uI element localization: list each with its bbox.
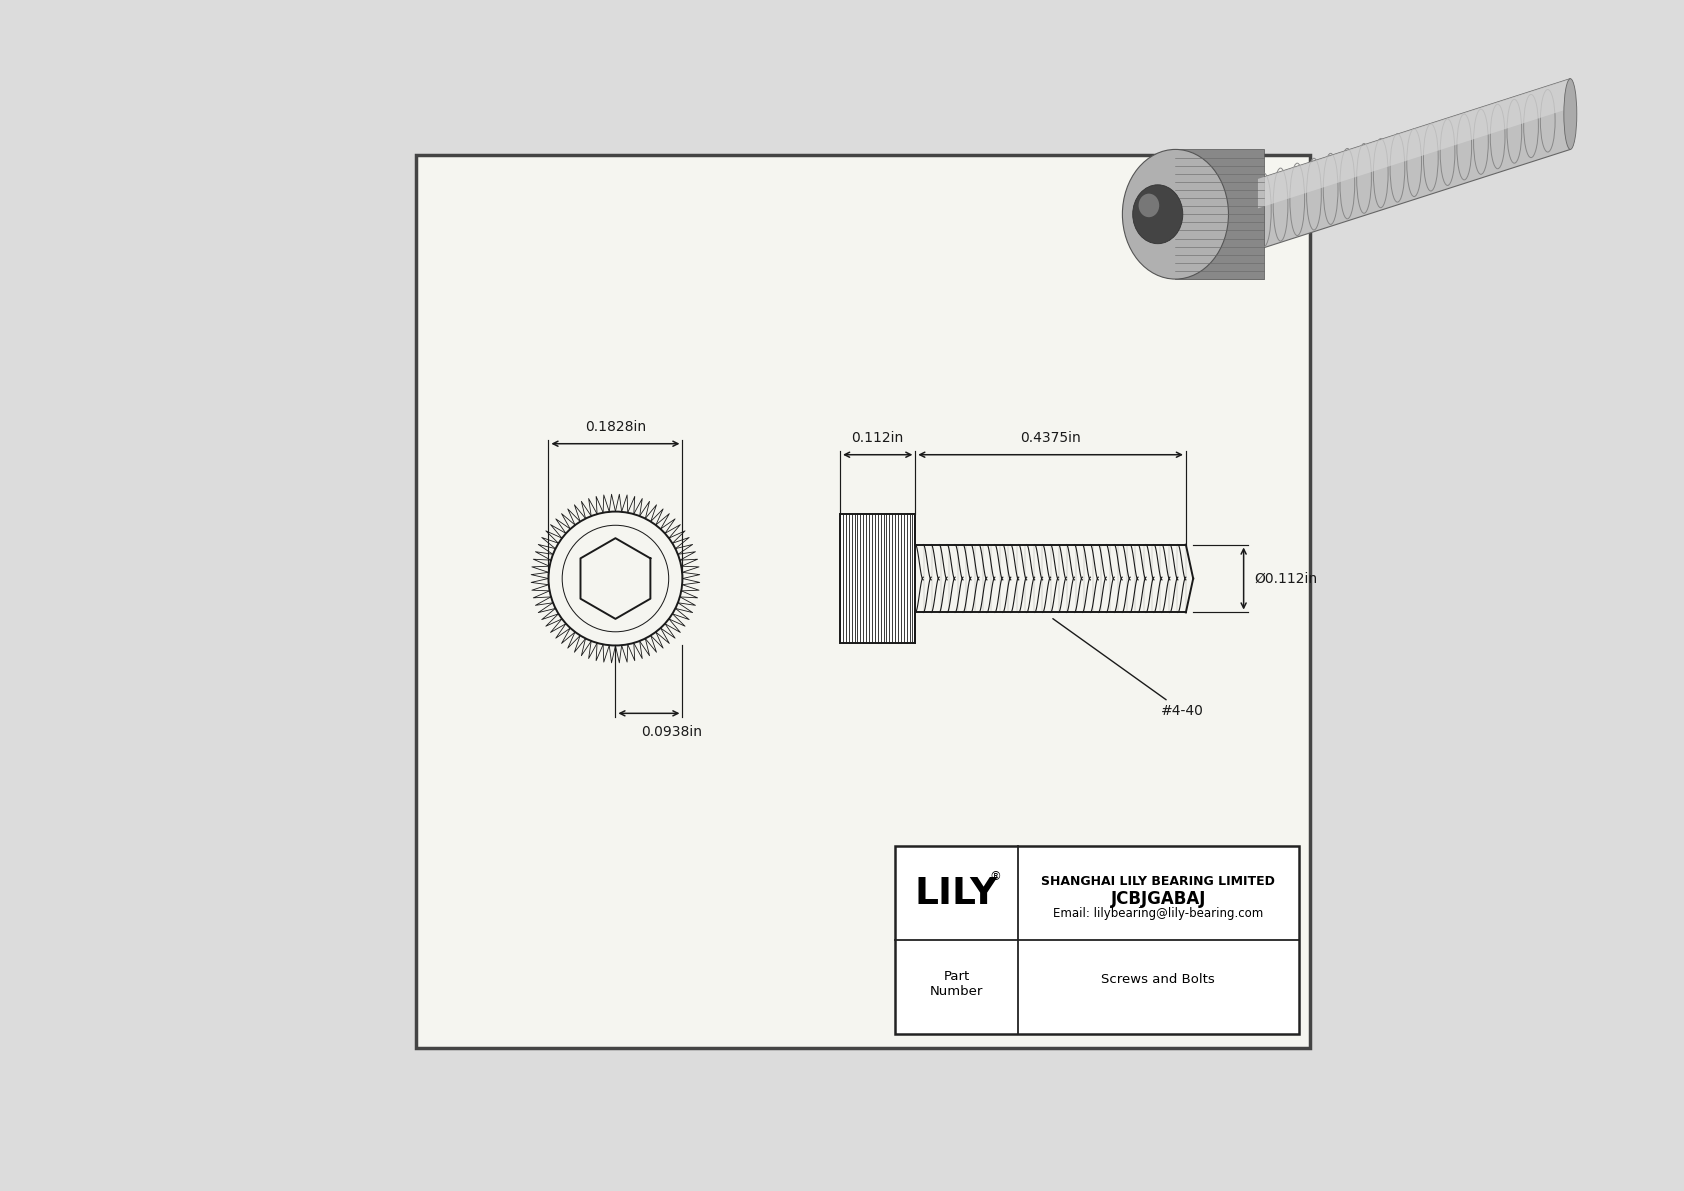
Polygon shape: [1258, 79, 1569, 250]
Text: 0.112in: 0.112in: [852, 431, 904, 444]
Text: 0.1828in: 0.1828in: [584, 419, 647, 434]
Ellipse shape: [1564, 79, 1576, 149]
Text: Part
Number: Part Number: [930, 969, 983, 998]
Text: 0.4375in: 0.4375in: [1021, 431, 1081, 444]
Text: SHANGHAI LILY BEARING LIMITED: SHANGHAI LILY BEARING LIMITED: [1041, 874, 1275, 887]
Polygon shape: [1258, 79, 1569, 208]
Text: Ø0.112in: Ø0.112in: [1255, 572, 1319, 586]
Text: Screws and Bolts: Screws and Bolts: [1101, 973, 1216, 986]
Text: 0.0938in: 0.0938in: [642, 725, 702, 740]
FancyBboxPatch shape: [1175, 149, 1263, 279]
FancyBboxPatch shape: [416, 155, 1310, 1048]
Bar: [840, 515, 916, 643]
Ellipse shape: [1133, 185, 1182, 244]
Ellipse shape: [1122, 149, 1229, 279]
Text: LILY: LILY: [914, 877, 999, 912]
Text: JCBJGABAJ: JCBJGABAJ: [1110, 890, 1206, 908]
Bar: [896, 847, 1298, 1034]
Text: Email: lilybearing@lily-bearing.com: Email: lilybearing@lily-bearing.com: [1052, 906, 1263, 919]
Text: #4-40: #4-40: [1052, 618, 1204, 718]
Ellipse shape: [1138, 194, 1159, 217]
Text: ®: ®: [989, 871, 1000, 884]
